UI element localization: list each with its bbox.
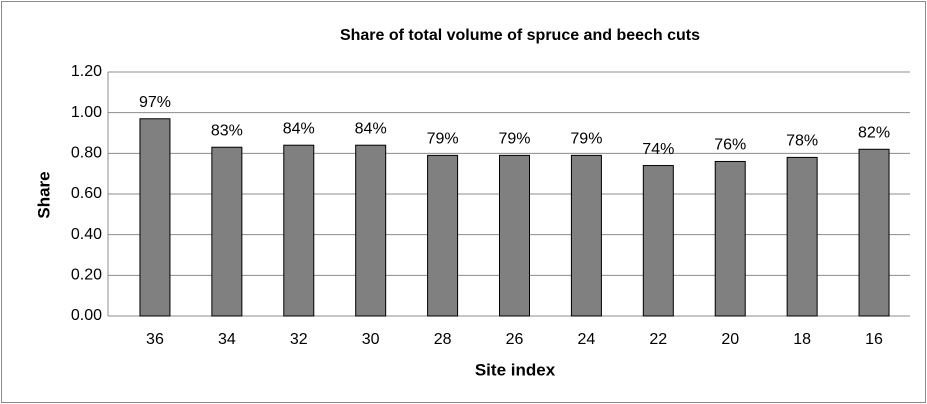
y-tick-label: 1.00: [71, 104, 102, 121]
x-tick-label: 34: [218, 331, 236, 348]
bar: [642, 165, 674, 317]
x-tick-label: 32: [290, 331, 308, 348]
bar: [283, 144, 315, 317]
bar: [714, 160, 746, 317]
x-tick-label: 16: [865, 331, 883, 348]
value-label: 97%: [139, 94, 171, 111]
y-tick-label: 1.20: [71, 63, 102, 80]
chart-title: Share of total volume of spruce and beec…: [340, 27, 700, 44]
y-tick-label: 0.00: [71, 307, 102, 324]
x-axis-title: Site index: [475, 360, 556, 379]
bar: [427, 154, 459, 317]
y-tick-label: 0.60: [71, 185, 102, 202]
y-tick-label: 0.80: [71, 145, 102, 162]
x-tick-label: 22: [649, 331, 667, 348]
x-tick-label: 18: [793, 331, 811, 348]
x-tick-label: 28: [434, 331, 452, 348]
bar: [786, 156, 818, 317]
value-label: 76%: [714, 137, 746, 154]
bar: [355, 144, 387, 317]
bar: [211, 146, 243, 317]
value-label: 79%: [570, 131, 602, 148]
value-label: 84%: [283, 120, 315, 137]
value-label: 74%: [642, 141, 674, 158]
bar: [139, 118, 171, 317]
y-tick-label: 0.40: [71, 226, 102, 243]
x-tick-label: 26: [506, 331, 524, 348]
value-label: 82%: [858, 124, 890, 141]
value-label: 83%: [211, 122, 243, 139]
value-label: 78%: [786, 133, 818, 150]
bar: [570, 154, 602, 317]
value-label: 79%: [498, 131, 530, 148]
bar: [858, 148, 890, 317]
value-label: 79%: [427, 131, 459, 148]
value-label: 84%: [355, 120, 387, 137]
y-tick-label: 0.20: [71, 267, 102, 284]
bar: [499, 154, 530, 317]
x-tick-label: 30: [362, 331, 380, 348]
x-tick-label: 36: [146, 331, 164, 348]
x-tick-label: 20: [721, 331, 739, 348]
x-tick-label: 24: [578, 331, 596, 348]
y-axis-title: Share: [34, 171, 53, 218]
